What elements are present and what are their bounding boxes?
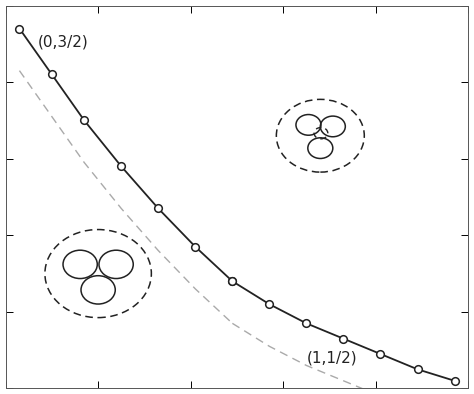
Text: (1,1/2): (1,1/2) [306, 350, 357, 365]
Text: (0,3/2): (0,3/2) [38, 34, 89, 49]
